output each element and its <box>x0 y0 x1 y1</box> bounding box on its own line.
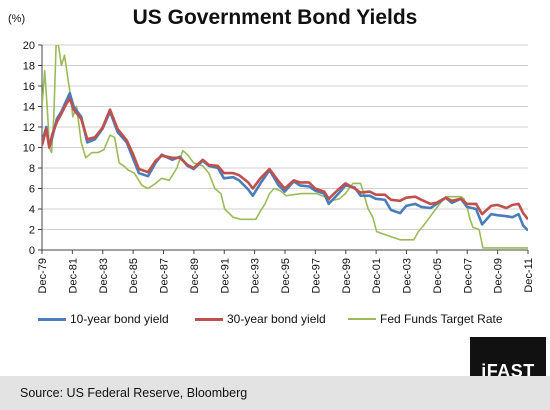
x-tick-label: Dec-03 <box>402 258 414 293</box>
legend-label-fedfunds: Fed Funds Target Rate <box>380 312 503 326</box>
x-tick-label: Dec-97 <box>310 258 322 293</box>
legend-swatch-10yr <box>38 317 66 321</box>
legend-swatch-fedfunds <box>348 318 376 320</box>
y-tick-label: 0 <box>29 245 35 257</box>
legend-item-10yr: 10-year bond yield <box>38 312 169 326</box>
x-tick-label: Dec-01 <box>371 258 383 293</box>
x-tick-label: Dec-91 <box>219 258 231 293</box>
legend-item-fedfunds: Fed Funds Target Rate <box>348 312 503 326</box>
y-tick-label: 14 <box>23 102 35 114</box>
y-tick-label: 10 <box>23 143 35 155</box>
legend-label-30yr: 30-year bond yield <box>227 312 326 326</box>
y-tick-label: 18 <box>23 61 35 73</box>
x-tick-label: Dec-87 <box>159 258 171 293</box>
chart-title: US Government Bond Yields <box>132 6 418 29</box>
y-axis-unit: (%) <box>8 13 25 25</box>
gridlines <box>42 44 528 230</box>
series-line-1 <box>42 97 528 221</box>
x-tick-label: Dec-11 <box>523 258 535 293</box>
legend-item-30yr: 30-year bond yield <box>195 312 326 326</box>
y-axis: 0 2 4 6 8 10 12 14 16 18 20 <box>23 40 528 257</box>
source-bar <box>0 376 550 410</box>
legend-label-10yr: 10-year bond yield <box>70 312 169 326</box>
x-tick-label: Dec-05 <box>432 258 444 293</box>
x-tick-label: Dec-79 <box>37 258 49 293</box>
y-tick-label: 16 <box>23 81 35 93</box>
series-line-2 <box>42 45 528 249</box>
series-lines <box>42 45 528 249</box>
x-tick-label: Dec-93 <box>250 258 262 293</box>
x-tick-label: Dec-81 <box>67 258 79 293</box>
y-tick-label: 2 <box>29 225 35 237</box>
x-tick-label: Dec-95 <box>280 258 292 293</box>
y-tick-label: 8 <box>29 163 35 175</box>
legend: 10-year bond yield 30-year bond yield Fe… <box>38 312 548 334</box>
x-tick-label: Dec-07 <box>462 258 474 293</box>
x-tick-label: Dec-85 <box>128 258 140 293</box>
source-text: Source: US Federal Reserve, Bloomberg <box>20 386 248 400</box>
x-tick-label: Dec-89 <box>189 258 201 293</box>
x-axis: Dec-79 Dec-81 Dec-83 Dec-85 Dec-87 Dec-89 Dec-… <box>37 250 535 293</box>
x-tick-label: Dec-99 <box>341 258 353 293</box>
y-tick-label: 12 <box>23 122 35 134</box>
x-tick-label: Dec-83 <box>98 258 110 293</box>
y-tick-label: 20 <box>23 40 35 52</box>
x-tick-label: Dec-09 <box>493 258 505 293</box>
y-tick-label: 4 <box>29 204 35 216</box>
y-tick-label: 6 <box>29 184 35 196</box>
series-line-0 <box>42 91 528 232</box>
legend-swatch-30yr <box>195 317 223 321</box>
